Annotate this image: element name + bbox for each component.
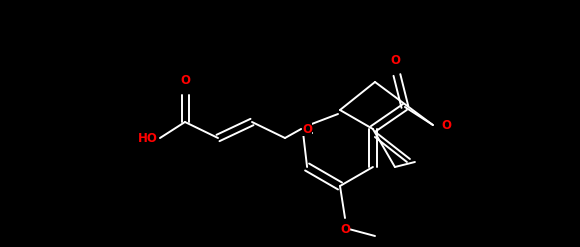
Text: O: O xyxy=(441,119,451,131)
Text: O: O xyxy=(302,123,312,136)
Text: O: O xyxy=(180,74,190,87)
Text: O: O xyxy=(390,54,400,67)
Text: O: O xyxy=(340,223,350,236)
Text: HO: HO xyxy=(138,131,158,144)
